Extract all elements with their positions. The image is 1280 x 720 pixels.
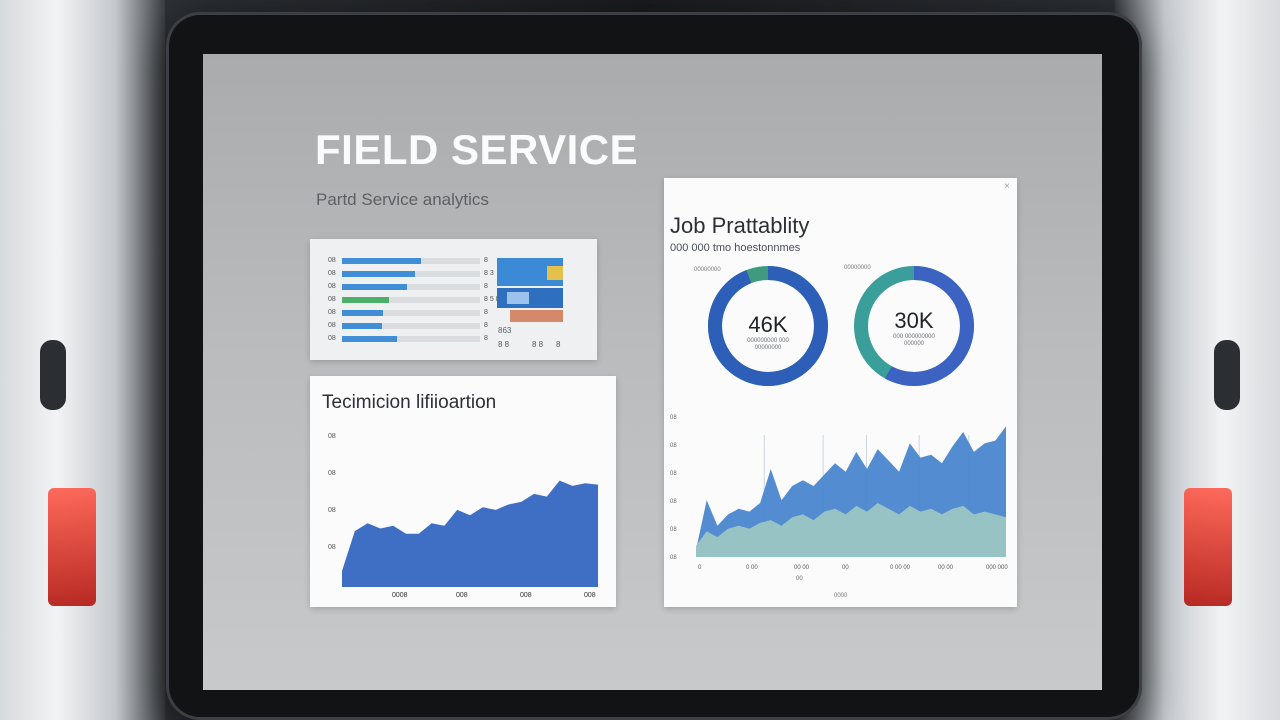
job-card-title: Job Prattablity: [670, 213, 810, 238]
bar-fill: [342, 257, 421, 264]
donut-charts: [708, 266, 974, 386]
bar-row-value: 8: [484, 322, 488, 329]
bar-track: [342, 322, 480, 329]
bar-row-value: 8: [484, 283, 488, 290]
x-tick-label: 0008: [392, 592, 408, 599]
y-tick-label: 08: [670, 471, 677, 477]
bar-row-value: 8 3: [484, 270, 494, 277]
x-tick-label: 0 00: [746, 565, 758, 571]
job-profitability-card[interactable]: × Job Prattablity 000 000 tmo hoestonnme…: [664, 178, 1017, 607]
tail-light-left: [48, 488, 96, 606]
bar-row-label: 08: [328, 283, 336, 290]
tablet-device: FIELD SERVICE Partd Service analytics 08…: [166, 12, 1142, 720]
bar-row-label: 08: [328, 335, 336, 342]
page-subtitle: Partd Service analytics: [316, 190, 489, 209]
bar-fill: [342, 309, 384, 316]
bar-row: 08 8 5 8: [328, 295, 500, 304]
bar-row-value: 8: [484, 257, 488, 264]
van-door-handle-right: [1214, 340, 1240, 410]
mini-tile-orange: [510, 310, 563, 322]
x-tick-label: 008: [456, 592, 468, 599]
bar-summary-card[interactable]: 08 8 08 8 3 08 8 08 8 5 8 08 8 08 8 08 8 863 8 8 8 8 …: [310, 239, 597, 360]
bar-row-label: 08: [328, 257, 336, 264]
donut-arc: [854, 266, 974, 386]
van-background-left: [0, 0, 165, 720]
donut-caption-1: 000000000 000 00000000: [747, 338, 789, 351]
mini-text-1: 863: [498, 326, 512, 335]
x-tick-label: 008: [584, 592, 596, 599]
bar-row: 08 8: [328, 308, 488, 317]
dashboard-screen: FIELD SERVICE Partd Service analytics 08…: [203, 54, 1102, 690]
bar-row: 08 8: [328, 282, 488, 291]
y-tick-label: 08: [670, 555, 677, 561]
bar-row: 08 8: [328, 334, 488, 343]
bar-track: [342, 335, 480, 342]
utilization-area: [342, 480, 598, 587]
y-tick-label: 08: [328, 433, 336, 440]
x-tick-label: 00: [842, 565, 849, 571]
x-tick-label: 00 00: [794, 565, 810, 571]
bar-row-label: 08: [328, 296, 336, 303]
tail-light-right: [1184, 488, 1232, 606]
y-tick-label: 08: [328, 507, 336, 514]
bar-track: [342, 270, 480, 277]
bar-fill: [342, 270, 416, 277]
bar-row-value: 8: [484, 309, 488, 316]
page-title: FIELD SERVICE: [315, 126, 639, 173]
x-tick-label: 008: [520, 592, 532, 599]
bar-fill: [342, 296, 389, 303]
y-tick-label: 08: [670, 527, 677, 533]
bar-row: 08 8: [328, 256, 488, 265]
bar-row-label: 08: [328, 270, 336, 277]
technician-area-chart: 08 08 08 08 0008 008 008 008: [328, 433, 598, 599]
y-tick-label: 08: [670, 415, 677, 421]
mini-text-2: 8 8: [498, 340, 510, 349]
technician-card-title: Tecimicion lifiioartion: [322, 392, 497, 413]
chart-footer: 0000: [834, 593, 848, 599]
mini-tile-light: [507, 292, 529, 304]
y-tick-label: 08: [670, 443, 677, 449]
donut-value-2: 30K: [894, 308, 934, 333]
donut-value-1: 46K: [748, 312, 788, 337]
bar-row-label: 08: [328, 309, 336, 316]
x-axis-label: 00: [796, 576, 803, 582]
bar-row-value: 8 5 8: [484, 296, 500, 303]
bar-row: 08 8: [328, 321, 488, 330]
bar-track: [342, 309, 480, 316]
mini-text-4: 8: [556, 340, 561, 349]
bar-fill: [342, 335, 398, 342]
mini-tile-yellow: [547, 266, 563, 280]
bar-track: [342, 296, 480, 303]
bar-fill: [342, 283, 407, 290]
y-tick-label: 08: [670, 499, 677, 505]
y-tick-label: 08: [328, 470, 336, 477]
van-door-handle-left: [40, 340, 66, 410]
series-area: [696, 503, 1006, 557]
donut-label-1: 00000000: [694, 267, 721, 273]
bar-row-value: 8: [484, 335, 488, 342]
x-tick-label: 000 000: [986, 565, 1008, 571]
bar-track: [342, 257, 480, 264]
x-tick-label: 0: [698, 565, 702, 571]
technician-utilization-card[interactable]: Tecimicion lifiioartion 08 08 08 08 0008 008 0…: [310, 376, 616, 607]
donut-label-2: 00000000: [844, 265, 871, 271]
bar-row-label: 08: [328, 322, 336, 329]
y-tick-label: 08: [328, 544, 336, 551]
mini-text-3: 8 8: [532, 340, 544, 349]
job-card-subtitle: 000 000 tmo hoestonnmes: [670, 242, 801, 254]
bar-row: 08 8 3: [328, 269, 494, 278]
x-tick-label: 00 00: [938, 565, 954, 571]
donut-caption-2: 000 000000000 000000: [893, 334, 935, 347]
donut-arc: [708, 266, 828, 386]
close-icon[interactable]: ×: [1004, 181, 1010, 192]
bar-track: [342, 283, 480, 290]
bar-fill: [342, 322, 383, 329]
x-tick-label: 0 00 00: [890, 565, 911, 571]
